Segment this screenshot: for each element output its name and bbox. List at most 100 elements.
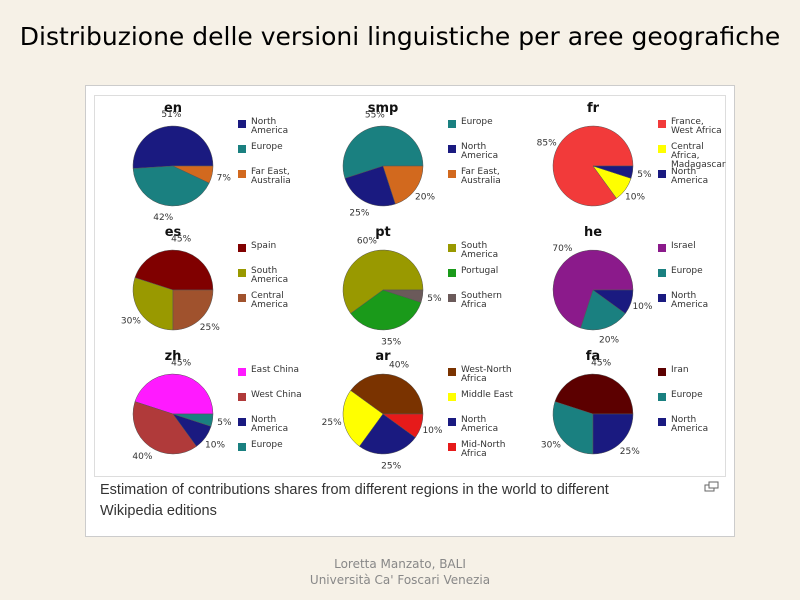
legend-swatch [448, 120, 456, 128]
chart-title: pt [375, 225, 391, 240]
pie-slice [172, 165, 214, 184]
legend-label: Europe [461, 117, 493, 127]
legend-item: Far East, Australia [238, 168, 304, 193]
legend-label: Europe [671, 390, 703, 400]
legend-swatch [238, 244, 246, 252]
pie-slice [344, 165, 396, 207]
value-label: 20% [599, 335, 619, 345]
pie-slice [342, 249, 424, 314]
legend-label: North America [251, 117, 289, 136]
legend-label: France, West Africa [671, 117, 722, 136]
value-label: 45% [171, 235, 191, 245]
value-label: 40% [132, 452, 152, 462]
legend-item: Europe [658, 267, 724, 292]
legend-swatch [448, 269, 456, 277]
legend-label: North America [251, 415, 289, 434]
pie-slice [592, 289, 634, 314]
legend: France, West Africa Central Africa, Madag… [658, 117, 726, 193]
legend-swatch [658, 145, 666, 153]
legend-item: South America [448, 242, 514, 267]
legend-label: North America [461, 415, 499, 434]
legend-item: Central Africa, Madagascar [658, 142, 726, 170]
legend-label: Mid-North Africa [461, 440, 506, 459]
value-label: 10% [625, 193, 645, 203]
pie-slice [359, 413, 416, 455]
legend-item: Iran [658, 366, 724, 391]
chart: ar 40% 25% 25% 10% West-North Africa Middle Ea… [305, 344, 515, 470]
chart-svg: fr 85% 10% 5% [537, 101, 652, 207]
legend-swatch [658, 120, 666, 128]
legend-label: Israel [671, 241, 696, 251]
legend-item: North America [658, 168, 724, 193]
legend-swatch [448, 170, 456, 178]
value-label: 60% [357, 237, 377, 247]
caption: Estimation of contributions shares from … [100, 482, 609, 519]
chart: zh 45% 40% 10% 5% East China West China North A… [95, 344, 305, 470]
pie-slice [132, 125, 214, 169]
value-label: 5% [217, 418, 232, 428]
legend-item: Spain [238, 242, 304, 267]
legend-swatch [238, 368, 246, 376]
pie-slice [132, 165, 210, 207]
enlarge-icon[interactable] [704, 481, 720, 493]
legend-label: Middle East [461, 390, 514, 400]
legend-swatch [238, 120, 246, 128]
pie-slice [134, 249, 214, 291]
legend-label: Central Africa, Madagascar [671, 142, 726, 170]
legend-label: Europe [671, 266, 703, 276]
chart-title: fr [587, 101, 600, 116]
legend-item: Mid-North Africa [448, 441, 514, 466]
legend: Iran Europe North America [658, 366, 724, 441]
legend-item: Europe [238, 143, 304, 168]
legend-label: North America [461, 142, 499, 161]
pie-slice [554, 373, 634, 415]
legend-label: West-North Africa [461, 365, 512, 384]
footer-line: Università Ca' Foscari Venezia [309, 573, 491, 587]
legend-label: Far East, Australia [251, 167, 291, 186]
legend-swatch [448, 393, 456, 401]
legend-item: North America [238, 416, 304, 441]
legend-swatch [658, 368, 666, 376]
legend-swatch [238, 170, 246, 178]
legend-item: North America [238, 118, 304, 143]
legend-label: Central America [251, 291, 289, 310]
chart: he 70% 20% 10% Israel Europe North America [515, 220, 725, 346]
legend-swatch [448, 145, 456, 153]
value-label: 70% [552, 244, 572, 254]
legend-label: North America [671, 291, 709, 310]
value-label: 10% [422, 426, 442, 436]
legend: Spain South America Central America [238, 242, 304, 317]
legend-label: Portugal [461, 266, 499, 276]
legend-item: Europe [238, 441, 304, 466]
legend-swatch [658, 294, 666, 302]
legend-label: Far East, Australia [461, 167, 501, 186]
legend-label: Spain [251, 241, 277, 251]
legend-label: Southern Africa [461, 291, 502, 310]
value-label: 45% [171, 359, 191, 369]
legend: North America Europe Far East, Australia [238, 118, 304, 193]
slide-title: Distribuzione delle versioni linguistich… [19, 22, 781, 51]
value-label: 85% [537, 138, 557, 148]
footer: Loretta Manzato, BALI Università Ca' Fos… [0, 556, 800, 588]
footer-line: Loretta Manzato, BALI [334, 557, 466, 571]
legend: West-North Africa Middle East North Americ… [448, 366, 514, 466]
value-label: 25% [322, 418, 342, 428]
pie-slice [350, 289, 422, 331]
legend-item: Southern Africa [448, 292, 514, 317]
pie-slice [382, 413, 424, 438]
legend-swatch [448, 418, 456, 426]
pie-slice [552, 249, 634, 329]
legend-item: North America [658, 416, 724, 441]
chart-title: en [164, 101, 182, 116]
legend-swatch [238, 393, 246, 401]
pie-slice [342, 390, 384, 447]
legend-item: North America [448, 143, 514, 168]
legend-swatch [658, 244, 666, 252]
value-label: 25% [200, 323, 220, 333]
chart: fr 85% 10% 5% France, West Africa Central Afr… [515, 96, 726, 222]
legend-item: Portugal [448, 267, 514, 292]
value-label: 51% [161, 110, 181, 120]
